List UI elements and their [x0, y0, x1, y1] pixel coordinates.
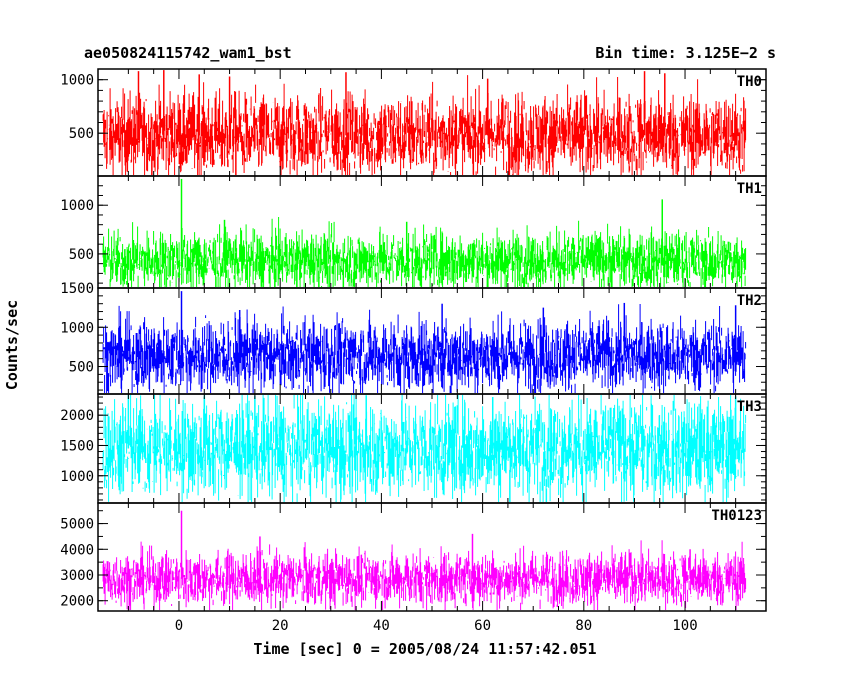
- y-tick-label-th3: 2000: [60, 408, 94, 424]
- panel-label-th0123: TH0123: [711, 508, 762, 524]
- x-tick-label: 100: [672, 618, 697, 634]
- x-tick-label: 60: [474, 618, 491, 634]
- panel-label-th2: TH2: [737, 293, 762, 309]
- x-tick-label: 20: [272, 618, 289, 634]
- y-tick-label-th1: 500: [69, 247, 94, 263]
- x-axis-label: Time [sec] 0 = 2005/08/24 11:57:42.051: [253, 640, 596, 658]
- panel-th3: 1000 1500 2000 TH3: [60, 393, 767, 504]
- y-tick-label-th0123: 3000: [60, 568, 94, 584]
- y-tick-label-th3: 1500: [60, 438, 94, 454]
- y-tick-label-th1: 1000: [60, 198, 94, 214]
- x-tick-label: 0: [175, 618, 183, 634]
- y-tick-label-th2: 1500: [60, 281, 94, 297]
- panel-th2: 500 1000 1500 TH2: [60, 281, 767, 395]
- panel-label-th0: TH0: [737, 74, 762, 90]
- panel-th1: 500 1000 TH1: [60, 175, 767, 289]
- series-th3-line: [102, 395, 747, 502]
- series-th1-line: [102, 217, 747, 287]
- y-tick-label-th2: 500: [69, 360, 94, 376]
- x-tick-label: 40: [373, 618, 390, 634]
- panel-th0: 500 1000 TH0: [60, 68, 767, 177]
- x-tick-label: 80: [575, 618, 592, 634]
- y-axis-label: Counts/sec: [3, 300, 21, 390]
- series-th0123-line: [102, 540, 747, 610]
- panel-th0123: 2000 3000 4000 5000 TH0123: [60, 502, 767, 612]
- y-tick-label-th0123: 5000: [60, 517, 94, 533]
- y-tick-label-th3: 1000: [60, 469, 94, 485]
- series-th2-line: [102, 304, 747, 393]
- y-tick-label-th0123: 4000: [60, 542, 94, 558]
- y-tick-label-th2: 1000: [60, 320, 94, 336]
- bin-time-label: Bin time: 3.125E−2 s: [595, 44, 776, 62]
- y-tick-label-th0: 500: [69, 126, 94, 142]
- y-tick-label-th0123: 2000: [60, 594, 94, 610]
- panel-label-th1: TH1: [737, 181, 762, 197]
- series-th0-line: [102, 75, 747, 175]
- chart-title: ae050824115742_wam1_bst: [84, 44, 292, 62]
- y-tick-label-th0: 1000: [60, 73, 94, 89]
- panel-label-th3: TH3: [737, 399, 762, 415]
